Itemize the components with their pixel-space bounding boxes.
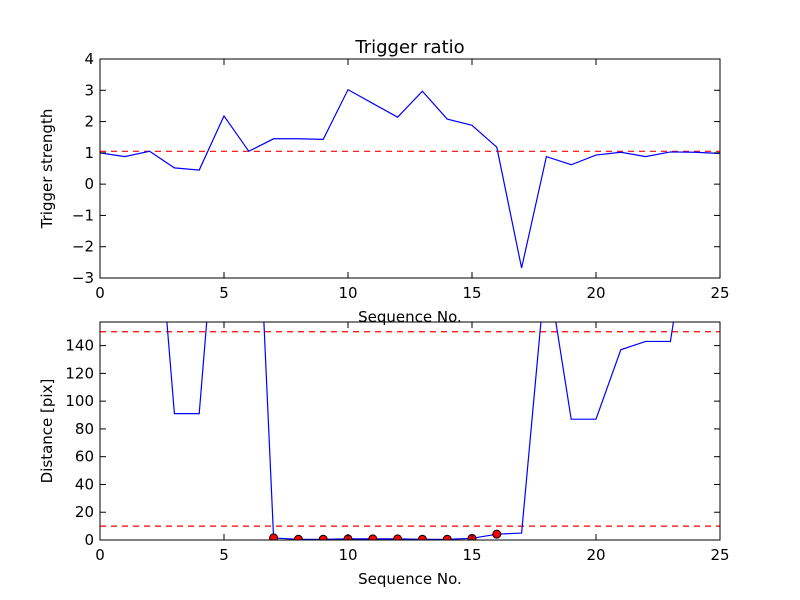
y-tick-label: 4 [84, 50, 94, 68]
y-tick-label: 120 [65, 364, 94, 382]
x-tick-label: 0 [95, 546, 105, 564]
series-line [100, 88, 720, 269]
data-point [492, 529, 502, 539]
x-axis-label: Sequence No. [358, 308, 462, 326]
y-axis-label: Distance [pix] [38, 379, 56, 484]
y-tick-label: 60 [75, 448, 94, 466]
x-tick-label: 5 [219, 546, 229, 564]
y-axis-label: Trigger strength [38, 109, 56, 230]
y-tick-label: 2 [84, 113, 94, 131]
data-point [393, 534, 403, 540]
chart-1: 0 5 10 15 20 25 −3 −2 −1 0 1 2 3 4 Sequence No. Trigger… [38, 37, 730, 326]
x-tick-label: 10 [338, 546, 357, 564]
data-point [318, 534, 328, 540]
x-tick-label: 20 [586, 284, 605, 302]
x-tick-label: 10 [338, 284, 357, 302]
chart-2: 0 5 10 15 20 25 0 20 40 60 80 100 120 140 Sequence No.… [38, 321, 730, 588]
chart-title: Trigger ratio [354, 37, 464, 58]
x-axis-label: Sequence No. [358, 570, 462, 588]
y-tick-label: 80 [75, 420, 94, 438]
x-tick-label: 5 [219, 284, 229, 302]
y-tick-label: 20 [75, 503, 94, 521]
y-tick-label: −1 [72, 206, 94, 224]
y-tick-label: 1 [84, 144, 94, 162]
y-tick-label: −2 [72, 238, 94, 256]
y-tick-label: 100 [65, 392, 94, 410]
plot-area [100, 88, 720, 269]
data-point [269, 533, 279, 540]
x-tick-label: 25 [710, 546, 729, 564]
y-tick-label: 40 [75, 475, 94, 493]
y-tick-label: 0 [84, 531, 94, 549]
x-tick-label: 15 [462, 546, 481, 564]
data-point [417, 534, 427, 540]
y-tick-label: 3 [84, 81, 94, 99]
y-tick-label: −3 [72, 269, 94, 287]
plot-area [100, 322, 720, 540]
data-point [368, 534, 378, 540]
data-point [442, 534, 452, 540]
x-tick-label: 20 [586, 546, 605, 564]
y-tick-label: 0 [84, 175, 94, 193]
x-tick-label: 25 [710, 284, 729, 302]
y-tick-label: 140 [65, 337, 94, 355]
data-point [293, 534, 303, 540]
x-tick-label: 0 [95, 284, 105, 302]
plot-frame [99, 321, 721, 541]
series-line [166, 322, 675, 540]
plot-frame [99, 58, 721, 279]
x-tick-label: 15 [462, 284, 481, 302]
